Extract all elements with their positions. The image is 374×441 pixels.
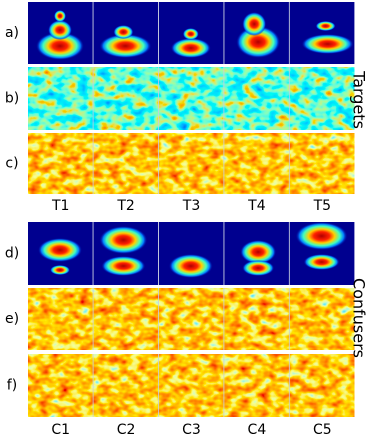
heatmap-texture	[289, 288, 355, 350]
group-label: Confusers	[350, 278, 369, 358]
heatmap-texture	[158, 133, 224, 194]
heatmap-panel	[158, 67, 224, 130]
heatmap-texture	[93, 288, 159, 350]
heatmap-panel	[28, 288, 93, 350]
heatmap-panel	[28, 354, 93, 417]
heatmap-texture	[224, 354, 289, 417]
column-label: C2	[117, 422, 136, 438]
heatmap-panel	[28, 133, 93, 194]
heatmap-texture	[93, 354, 159, 417]
heatmap-panel	[289, 2, 355, 64]
heatmap-panel	[224, 354, 289, 417]
column-label: C1	[51, 422, 70, 438]
heatmap-blob	[301, 34, 354, 54]
row-label: f)	[7, 378, 17, 394]
column-label: T2	[116, 198, 134, 214]
column-label: T1	[51, 198, 69, 214]
heatmap-blob	[168, 254, 213, 278]
heatmap-blob	[38, 238, 82, 262]
heatmap-texture	[158, 288, 224, 350]
heatmap-texture	[289, 354, 355, 417]
heatmap-texture	[158, 67, 224, 130]
heatmap-blob	[50, 265, 70, 275]
panels	[28, 2, 355, 417]
heatmap-panel	[158, 288, 224, 350]
heatmap-panel	[289, 133, 355, 194]
heatmap-texture	[93, 133, 159, 194]
heatmap-blob	[315, 21, 336, 31]
heatmap-panel	[289, 354, 355, 417]
heatmap-texture	[158, 354, 224, 417]
group-label: Targets	[350, 70, 369, 129]
heatmap-texture	[224, 133, 289, 194]
heatmap-blob	[54, 10, 66, 22]
heatmap-texture	[289, 67, 355, 130]
heatmap-blob	[242, 260, 275, 276]
heatmap-texture	[289, 133, 355, 194]
heatmap-texture	[93, 67, 159, 130]
heatmap-panel	[289, 67, 355, 130]
row-label: b)	[5, 91, 19, 107]
column-label: C3	[182, 422, 201, 438]
column-label: C4	[248, 422, 267, 438]
heatmap-blob	[101, 256, 146, 276]
heatmap-blob	[303, 254, 340, 270]
heatmap-panel	[224, 133, 289, 194]
labels: Targets Confusers a) b) c) d) e) f) T1 C1 T2 C2 T3…	[5, 25, 369, 438]
heatmap-blob	[99, 226, 148, 254]
heatmap-blob	[240, 240, 277, 264]
row-label: c)	[5, 156, 18, 172]
heatmap-blob	[182, 28, 199, 40]
column-label: T3	[182, 198, 200, 214]
heatmap-blob	[236, 26, 281, 58]
heatmap-panel	[93, 67, 159, 130]
heatmap-panel	[224, 288, 289, 350]
heatmap-texture	[224, 288, 289, 350]
heatmap-texture	[28, 288, 93, 350]
heatmap-blob	[99, 34, 152, 58]
row-label: d)	[5, 246, 19, 262]
heatmap-blob	[242, 12, 267, 36]
heatmap-blob	[170, 38, 211, 58]
row-label: a)	[5, 25, 19, 41]
heatmap-panel	[28, 67, 93, 130]
column-label: T4	[247, 198, 266, 214]
heatmap-panel	[224, 67, 289, 130]
heatmap-texture	[28, 67, 93, 130]
heatmap-texture	[28, 133, 93, 194]
column-label: C5	[313, 422, 332, 438]
heatmap-panel	[158, 354, 224, 417]
heatmap-panel	[93, 288, 159, 350]
heatmap-texture	[28, 354, 93, 417]
heatmap-texture	[224, 67, 289, 130]
heatmap-panel	[289, 288, 355, 350]
heatmap-panel	[158, 133, 224, 194]
heatmap-blob	[113, 25, 134, 39]
heatmap-blob	[36, 32, 84, 60]
heatmap-panel	[93, 354, 159, 417]
row-label: e)	[5, 311, 19, 327]
heatmap-blob	[48, 20, 72, 40]
column-label: T5	[313, 198, 331, 214]
heatmap-panel	[93, 133, 159, 194]
heatmap-blob	[295, 222, 348, 250]
